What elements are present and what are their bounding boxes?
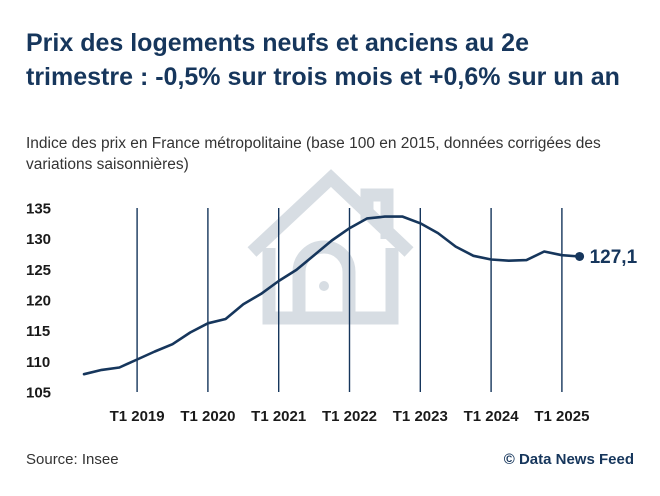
x-tick-label: T1 2024 [464,408,520,425]
x-tick-label: T1 2021 [251,408,306,425]
chart-title: Prix des logements neufs et anciens au 2… [26,29,620,91]
series-line [82,215,581,376]
y-tick-label: 105 [26,385,51,402]
house-watermark-icon [247,169,414,325]
x-tick-label: T1 2023 [393,408,448,425]
x-tick-label: T1 2020 [180,408,235,425]
y-tick-label: 115 [26,323,50,340]
x-axis: T1 2019 T1 2020 T1 2021 T1 2022 T1 2023 T1 20… [110,408,590,425]
x-tick-label: T1 2022 [322,408,377,425]
y-tick-label: 110 [26,354,50,371]
y-tick-label: 120 [26,293,51,310]
source-note: Source: Insee [26,451,119,468]
grid-lines [136,208,563,392]
chart-subtitle: Indice des prix en France métropolitaine… [26,135,601,173]
credit-note: © Data News Feed [503,451,634,468]
last-value-label: 127,1 [590,247,638,268]
y-axis: 135 130 125 120 115 110 105 [26,201,51,402]
y-tick-label: 135 [26,201,51,218]
y-tick-label: 130 [26,231,51,248]
series-layer: 127,1 [82,215,638,376]
x-tick-label: T1 2019 [110,408,165,425]
last-point-marker [575,251,585,261]
x-tick-label: T1 2025 [534,408,589,425]
y-tick-label: 125 [26,262,51,279]
